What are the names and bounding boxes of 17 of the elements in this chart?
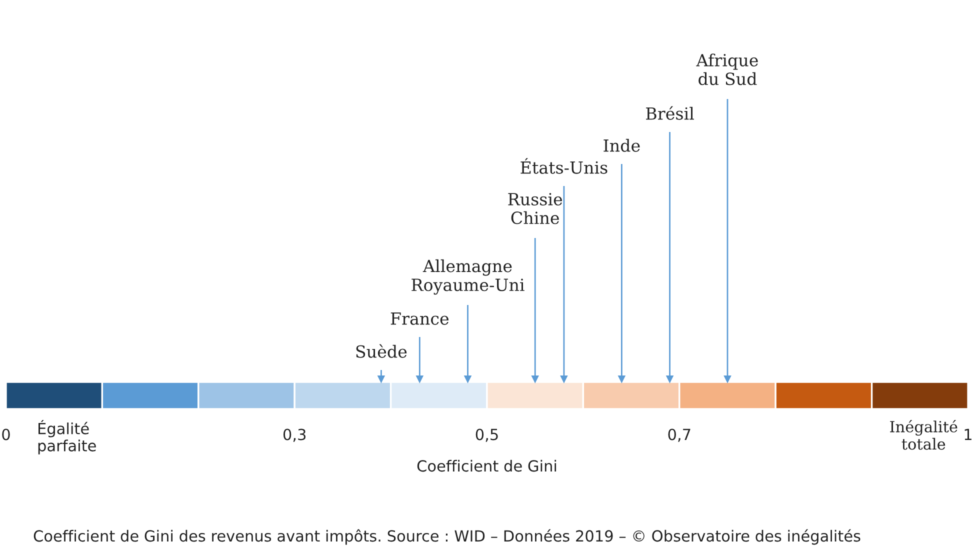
ref-line-label: Afrique du Sud (696, 54, 758, 86)
text: Coefficient de Gini des revenus avant impôts. Source : WID – Données 2019 – © Observatoire des inégalités (34, 529, 860, 545)
x-tick-label: 0 (2, 428, 10, 440)
text: Inégalité totale (890, 420, 958, 450)
x-tick-label: 0,5 (476, 428, 498, 442)
ref-line-label: États-Unis (520, 158, 608, 174)
ref-line-label: Inde (604, 138, 640, 152)
ref-line-label: Allemagne Royaume-Uni (412, 259, 524, 295)
x-tick-label: 1 (964, 428, 972, 440)
ref-line-label: Russie Chine (508, 193, 562, 224)
ref-line-label: France (390, 312, 449, 325)
text: Égalité parfaite (38, 420, 96, 454)
ref-line-label: Brésil (646, 106, 694, 120)
x-tick-label: 0,3 (283, 428, 306, 442)
x-axis-title: Coefficient de Gini (417, 460, 556, 472)
x-tick-label: 0,7 (668, 428, 690, 442)
ref-line-label: Suède (356, 344, 407, 358)
